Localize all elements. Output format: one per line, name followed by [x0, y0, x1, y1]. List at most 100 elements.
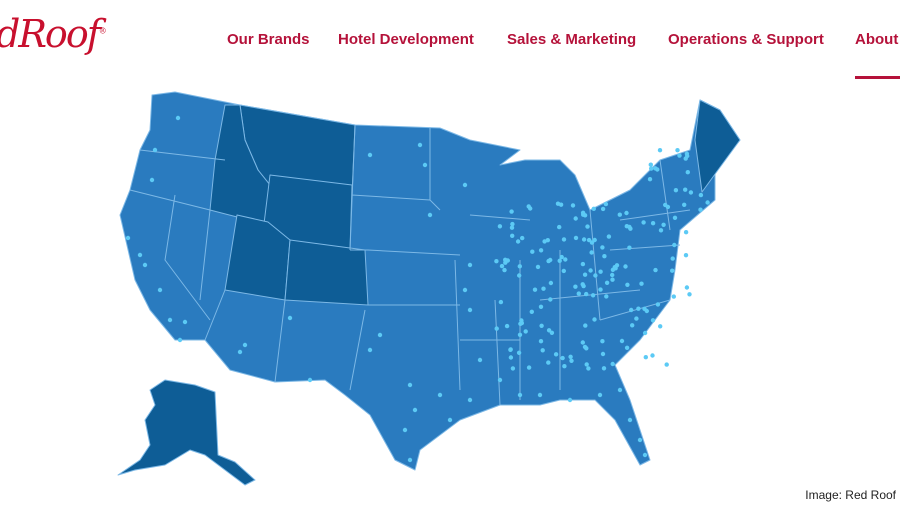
- hotel-location-dot: [462, 182, 468, 188]
- hotel-location-dot: [592, 317, 597, 322]
- hotel-location-dot: [498, 299, 504, 305]
- hotel-location-dot: [567, 397, 573, 403]
- hotel-location-dot: [684, 151, 690, 156]
- hotel-location-dot: [677, 153, 682, 158]
- hotel-location-dot: [573, 235, 579, 241]
- hotel-location-dot: [670, 256, 675, 261]
- hotel-location-dot: [675, 148, 680, 153]
- hotel-location-dot: [705, 200, 710, 205]
- hotel-location-dot: [539, 323, 544, 328]
- hotel-location-dot: [588, 268, 593, 273]
- hotel-location-dot: [402, 427, 408, 433]
- hotel-location-dot: [142, 262, 148, 268]
- hotel-location-dot: [604, 280, 610, 285]
- hotel-location-dot: [287, 315, 293, 321]
- hotel-location-dot: [624, 224, 629, 229]
- hotel-location-dot: [641, 220, 646, 225]
- nav-our-brands[interactable]: Our Brands: [227, 31, 310, 48]
- hotel-location-dot: [630, 323, 635, 328]
- hotel-location-dot: [585, 224, 590, 229]
- nav-sales-marketing[interactable]: Sales & Marketing: [507, 31, 637, 48]
- hotel-location-dot: [642, 306, 647, 311]
- hotel-location-dot: [657, 148, 663, 153]
- hotel-location-dot: [517, 273, 522, 278]
- hotel-location-dot: [510, 233, 515, 238]
- hotel-location-dot: [437, 392, 443, 398]
- hotel-location-dot: [516, 350, 522, 355]
- hotel-location-dot: [603, 201, 609, 207]
- hotel-location-dot: [548, 297, 553, 302]
- red-roof-logo[interactable]: dRoof®: [0, 12, 107, 56]
- hotel-location-dot: [614, 263, 620, 268]
- state-borders: [129, 124, 691, 406]
- hotel-location-dot: [509, 225, 515, 230]
- hotel-location-dot: [670, 268, 675, 273]
- hotel-location-dot: [593, 273, 598, 278]
- hotel-location-dot: [597, 392, 603, 398]
- hotel-location-dot: [625, 282, 630, 287]
- hotel-location-dot: [683, 156, 688, 161]
- hotel-location-dot: [581, 212, 586, 217]
- nav-hotel-development[interactable]: Hotel Development: [338, 31, 474, 48]
- hotel-location-dot: [560, 355, 565, 361]
- hotel-location-dot: [526, 365, 532, 370]
- hotel-location-dot: [532, 287, 538, 292]
- hotel-location-dot: [617, 387, 623, 393]
- hotel-location-dot: [573, 284, 578, 289]
- nav-about[interactable]: About: [855, 31, 899, 48]
- hotel-location-dot: [546, 328, 552, 333]
- hotel-location-dot: [125, 235, 131, 241]
- hotel-location-dot: [422, 162, 428, 168]
- hotel-location-dot: [517, 392, 523, 398]
- hotel-location-dot: [559, 254, 564, 260]
- hotel-location-dot: [553, 352, 559, 357]
- hotel-location-dot: [503, 257, 508, 262]
- hotel-location-dot: [623, 264, 628, 269]
- hotel-location-dot: [627, 245, 632, 250]
- hotel-location-dot: [467, 262, 473, 268]
- hotel-location-dot: [477, 357, 483, 363]
- hotel-location-dot: [546, 360, 551, 365]
- hotel-location-dot: [650, 221, 656, 226]
- hotel-location-dot: [610, 361, 615, 367]
- hotel-location-dot: [643, 355, 648, 360]
- hotel-location-dot: [619, 338, 625, 344]
- hotel-location-dot: [591, 206, 596, 211]
- hotel-location-dot: [538, 248, 544, 253]
- hotel-location-dot: [610, 272, 615, 278]
- hotel-location-dot: [688, 190, 694, 195]
- hotel-location-dot: [561, 268, 566, 274]
- hotel-location-dot: [586, 237, 592, 243]
- hotel-location-dot: [538, 339, 544, 344]
- hotel-location-dot: [538, 304, 544, 309]
- hotel-location-dot: [698, 207, 703, 212]
- hotel-location-dot: [407, 457, 413, 463]
- hotel-location-dot: [558, 202, 564, 207]
- hotel-location-dot: [540, 348, 545, 353]
- hotel-location-dot: [570, 203, 576, 208]
- hotel-location-dot: [569, 358, 574, 363]
- hotel-location-dot: [497, 377, 503, 383]
- hotel-location-dot: [535, 264, 541, 270]
- hotel-location-dot: [561, 237, 567, 242]
- nav-operations-support[interactable]: Operations & Support: [668, 31, 824, 48]
- hotel-location-dot: [537, 392, 543, 398]
- hotel-location-dot: [175, 115, 181, 121]
- hotel-location-dot: [167, 317, 173, 323]
- hotel-location-dot: [549, 330, 555, 335]
- hotel-location-dot: [530, 249, 535, 254]
- hotel-location-dot: [637, 437, 643, 443]
- hotel-location-dot: [636, 306, 641, 311]
- hotel-location-dot: [526, 204, 531, 209]
- hotel-location-dot: [600, 351, 606, 357]
- hotel-location-dot: [499, 263, 505, 269]
- hotel-location-dot: [658, 324, 663, 329]
- hotel-location-dot: [617, 212, 622, 217]
- hotel-location-dot: [417, 142, 423, 148]
- hotel-location-dot: [407, 382, 413, 388]
- hotel-location-dot: [427, 212, 433, 218]
- hotel-location-dot: [600, 245, 605, 250]
- hotel-location-dot: [683, 187, 688, 192]
- hotel-location-dot: [307, 377, 313, 383]
